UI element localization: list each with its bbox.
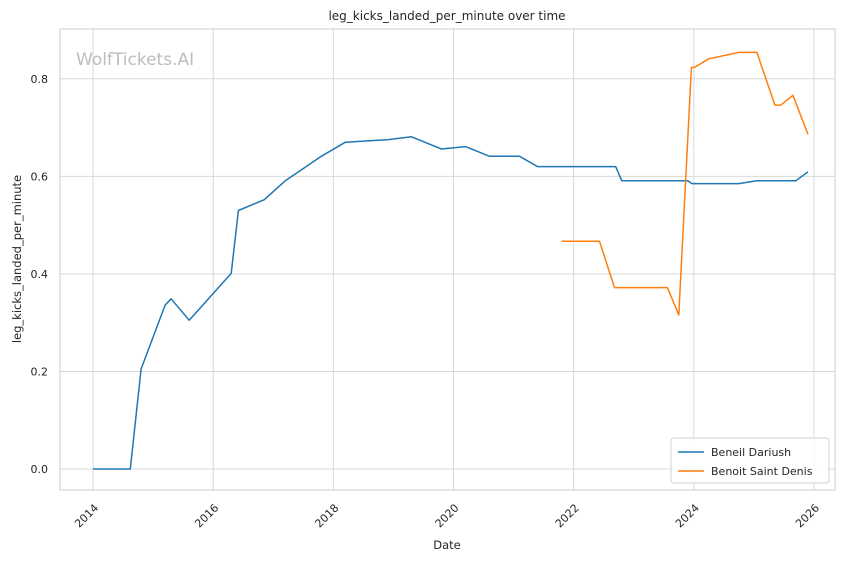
y-tick-labels: 0.0 0.2 0.4 0.6 0.8 — [31, 73, 49, 476]
chart-title: leg_kicks_landed_per_minute over time — [328, 9, 565, 23]
x-tick-labels: 2014 2016 2018 2020 2022 2024 2026 — [72, 501, 822, 530]
x-axis-label: Date — [433, 538, 461, 552]
y-tick-label: 0.8 — [31, 73, 49, 86]
y-tick-label: 0.0 — [31, 463, 49, 476]
watermark: WolfTickets.AI — [76, 50, 194, 70]
legend-label: Beneil Dariush — [711, 446, 791, 459]
plot-frame — [59, 28, 836, 491]
x-tick-label: 2014 — [72, 501, 101, 530]
legend: Beneil Dariush Benoit Saint Denis — [670, 437, 830, 484]
x-tick-label: 2018 — [312, 501, 341, 530]
x-tick-label: 2016 — [192, 501, 221, 530]
y-tick-label: 0.2 — [31, 365, 49, 378]
x-tick-label: 2024 — [673, 501, 702, 530]
y-axis-label: leg_kicks_landed_per_minute — [10, 175, 24, 343]
legend-box — [670, 437, 830, 484]
plot-area — [60, 29, 835, 490]
x-tick-label: 2026 — [793, 501, 822, 530]
x-tick-label: 2022 — [553, 501, 582, 530]
series-lines — [93, 51, 809, 470]
series-line-1 — [93, 136, 809, 470]
x-tick-label: 2020 — [433, 501, 462, 530]
y-tick-label: 0.4 — [31, 268, 49, 281]
grid-lines — [60, 29, 835, 490]
y-tick-label: 0.6 — [31, 170, 49, 183]
series-line-2 — [561, 51, 809, 316]
legend-label: Benoit Saint Denis — [711, 465, 813, 478]
